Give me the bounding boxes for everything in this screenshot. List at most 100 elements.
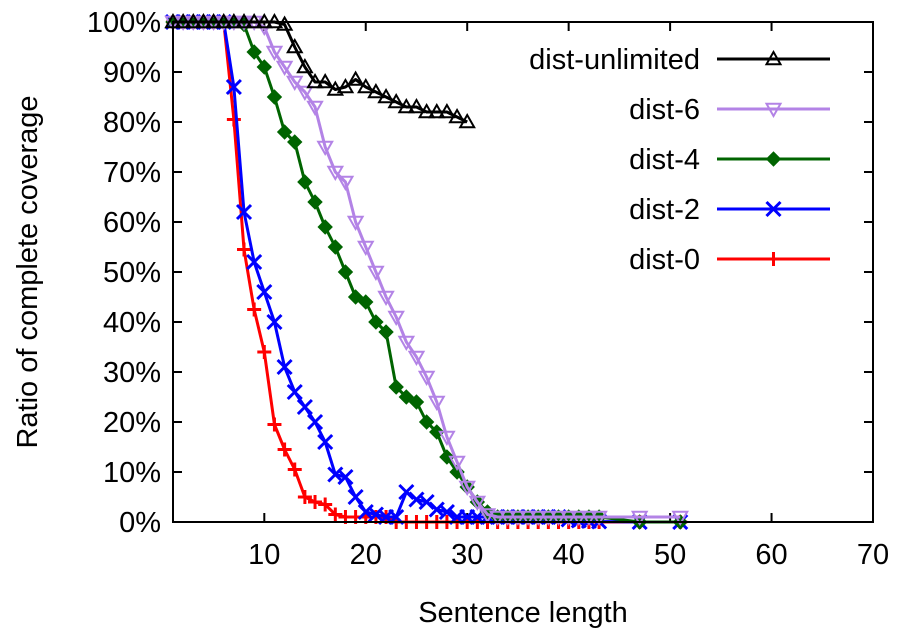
y-tick-label: 0% xyxy=(119,507,161,539)
data-point-dist-2 xyxy=(398,483,415,501)
data-point-dist-6 xyxy=(499,510,517,527)
data-point-dist-6 xyxy=(590,510,608,527)
data-point-dist-4 xyxy=(378,324,394,340)
data-point-dist-4 xyxy=(429,424,445,440)
legend-item-dist-6: dist-6 xyxy=(629,94,830,126)
legend-label: dist-0 xyxy=(629,244,700,276)
y-tick-label: 20% xyxy=(103,407,161,439)
data-point-dist-2 xyxy=(438,503,455,521)
data-point-dist-0 xyxy=(308,495,323,509)
data-point-dist-6 xyxy=(580,510,598,527)
legend-item-dist-2: dist-2 xyxy=(629,194,830,226)
y-tick-label: 80% xyxy=(103,107,161,139)
plot-frame xyxy=(172,21,874,523)
series-layer xyxy=(164,12,689,531)
x-tick-label: 30 xyxy=(451,539,483,571)
data-point-dist-6 xyxy=(478,508,497,524)
data-point-dist-unlimited xyxy=(306,72,324,89)
data-point-dist-6 xyxy=(407,350,426,367)
series-dist-0 xyxy=(166,15,688,529)
legend-label: dist-2 xyxy=(629,194,700,226)
x-axis-title: Sentence length xyxy=(418,597,628,629)
data-point-dist-2 xyxy=(347,488,364,506)
series-line-dist-6 xyxy=(173,20,681,519)
x-tick-label: 10 xyxy=(248,539,280,571)
data-point-dist-unlimited xyxy=(346,70,365,86)
data-point-dist-6 xyxy=(377,290,395,307)
data-point-dist-2 xyxy=(418,493,435,511)
data-point-dist-unlimited xyxy=(387,92,405,109)
data-point-dist-6 xyxy=(367,265,385,282)
data-point-dist-0 xyxy=(328,507,343,522)
data-point-dist-unlimited xyxy=(448,107,466,124)
data-point-dist-6 xyxy=(448,455,466,472)
data-point-dist-4 xyxy=(317,219,333,235)
data-point-dist-6 xyxy=(326,165,345,182)
y-tick-label: 10% xyxy=(103,457,161,489)
data-point-dist-unlimited xyxy=(428,102,446,119)
legend-item-dist-unlimited: dist-unlimited xyxy=(529,44,830,76)
data-point-dist-6 xyxy=(296,85,314,102)
data-point-dist-unlimited xyxy=(458,112,476,129)
x-tick-label: 40 xyxy=(553,539,585,571)
data-point-dist-unlimited xyxy=(367,82,385,99)
y-tick-label: 60% xyxy=(103,207,161,239)
data-point-dist-6 xyxy=(357,240,375,257)
data-point-dist-4 xyxy=(337,264,354,280)
legend-label: dist-4 xyxy=(629,144,700,176)
series-line-dist-0 xyxy=(173,20,681,524)
data-point-dist-6 xyxy=(286,75,304,92)
y-tick-label: 90% xyxy=(103,57,161,89)
data-point-dist-4 xyxy=(266,89,283,105)
data-point-dist-2 xyxy=(286,383,303,401)
data-point-dist-unlimited xyxy=(316,72,334,89)
data-point-dist-4 xyxy=(287,134,303,150)
tick-labels: 0% 10% 20% 30% 40% 50% 60% 70% 80% 90% 100% 10 20 30 4… xyxy=(87,7,889,571)
y-tick-label: 100% xyxy=(87,7,161,39)
legend-swatch-marker xyxy=(765,151,782,167)
data-point-dist-unlimited xyxy=(438,102,456,119)
data-point-dist-4 xyxy=(439,449,455,465)
data-point-dist-unlimited xyxy=(296,57,314,74)
data-point-dist-0 xyxy=(267,417,282,432)
data-point-dist-6 xyxy=(468,495,487,512)
data-point-dist-0 xyxy=(226,112,241,127)
data-point-dist-6 xyxy=(630,510,649,527)
data-point-dist-2 xyxy=(306,413,324,431)
data-point-dist-unlimited xyxy=(407,97,426,114)
data-point-dist-6 xyxy=(316,140,334,157)
data-point-dist-0 xyxy=(247,302,262,317)
data-point-dist-2 xyxy=(276,358,293,376)
data-point-dist-0 xyxy=(287,462,302,477)
x-tick-label: 20 xyxy=(350,539,382,571)
data-point-dist-4 xyxy=(297,174,313,190)
data-point-dist-2 xyxy=(225,78,242,96)
data-point-dist-6 xyxy=(265,45,284,62)
legend-swatch-marker xyxy=(766,252,781,266)
data-point-dist-2 xyxy=(246,253,263,271)
data-point-dist-4 xyxy=(276,124,293,140)
y-axis-title: Ratio of complete coverage xyxy=(12,95,44,448)
data-point-dist-4 xyxy=(347,289,364,305)
data-point-dist-unlimited xyxy=(397,97,416,114)
data-point-dist-unlimited xyxy=(275,15,294,31)
data-point-dist-4 xyxy=(307,194,323,210)
data-point-dist-6 xyxy=(428,395,446,412)
data-point-dist-4 xyxy=(368,314,384,330)
data-point-dist-4 xyxy=(408,394,425,410)
data-point-dist-6 xyxy=(539,510,558,527)
data-point-dist-4 xyxy=(358,294,374,310)
data-point-dist-6 xyxy=(438,430,456,447)
data-point-dist-2 xyxy=(256,283,273,301)
legend-label: dist-6 xyxy=(629,94,700,126)
x-tick-label: 70 xyxy=(857,539,889,571)
data-point-dist-0 xyxy=(277,442,292,457)
data-point-dist-4 xyxy=(398,389,415,405)
legend-swatch-marker xyxy=(764,49,783,66)
y-tick-label: 30% xyxy=(103,357,161,389)
data-point-dist-6 xyxy=(559,510,578,527)
data-point-dist-6 xyxy=(529,510,547,527)
series-dist-unlimited xyxy=(164,12,476,129)
series-dist-2 xyxy=(164,13,689,531)
